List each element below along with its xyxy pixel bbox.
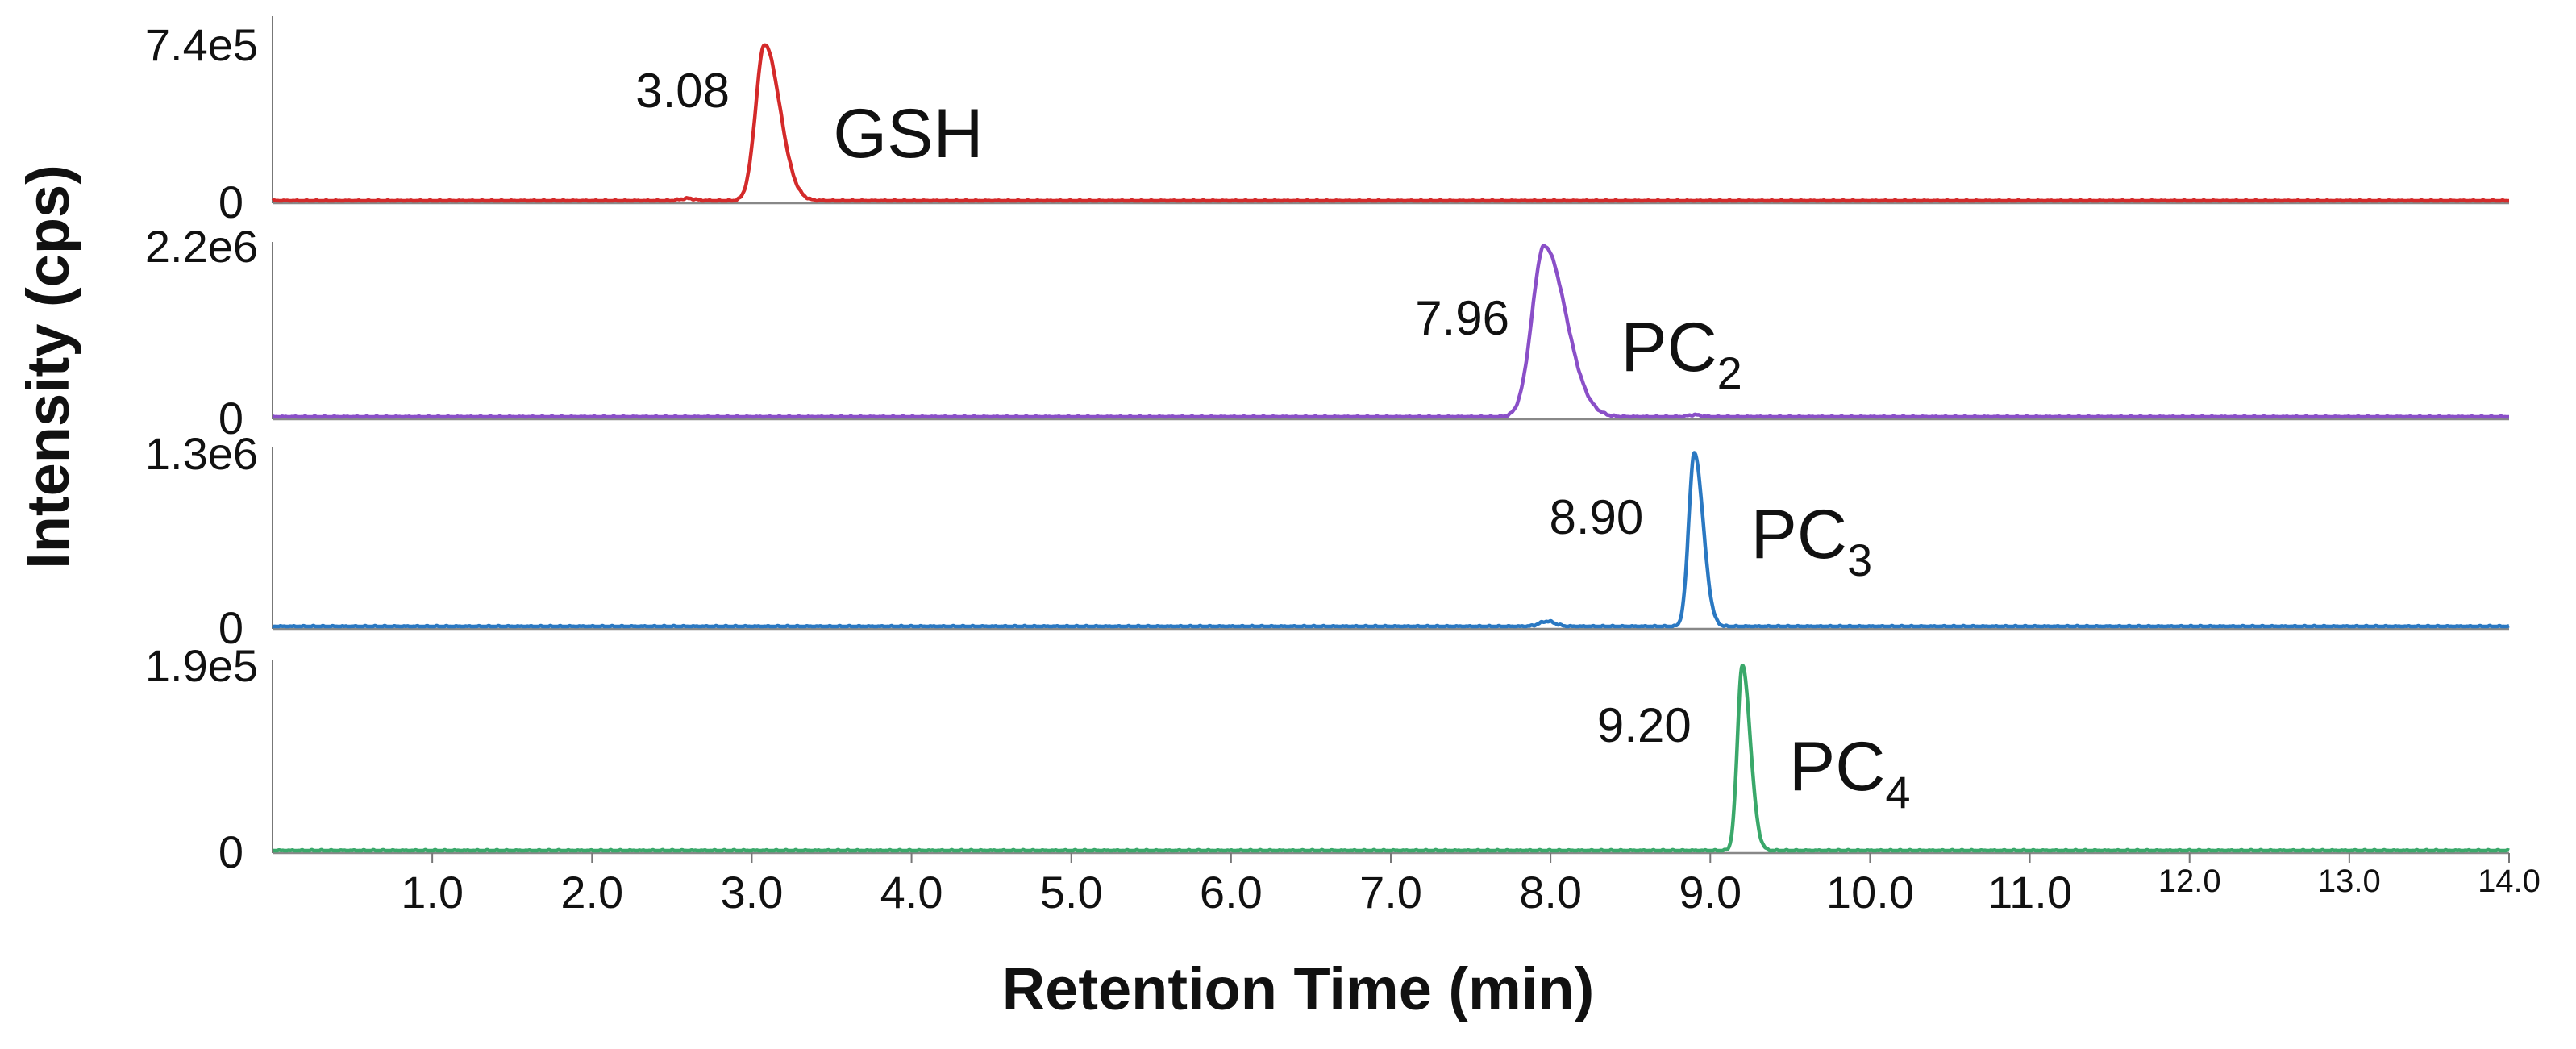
y-tick-label-zero: 0 [218, 602, 243, 653]
peak-retention-label: 7.96 [1415, 291, 1509, 345]
compound-name: PC [1750, 496, 1846, 573]
panel-2: 2.2e6 0 7.96 PC2 [145, 221, 2511, 443]
x-tick-label: 7.0 [1359, 867, 1422, 918]
chromatogram-trace [271, 664, 2511, 853]
x-tick-label: 5.0 [1040, 867, 1103, 918]
compound-label: PC2 [1621, 309, 1742, 398]
x-axis: 1.0 2.0 3.0 4.0 5.0 6.0 7.0 8.0 9.0 10.0 11.0 12.0 1… [401, 853, 2541, 918]
x-tick-label: 3.0 [720, 867, 783, 918]
x-tick-label: 6.0 [1200, 867, 1263, 918]
chromatogram-trace [271, 244, 2511, 419]
peak-retention-label: 3.08 [635, 64, 730, 118]
x-tick-label: 10.0 [1826, 867, 1914, 918]
x-tick-label: 4.0 [880, 867, 943, 918]
x-tick-label: 13.0 [2318, 864, 2381, 899]
x-tick-label: 2.0 [560, 867, 623, 918]
y-tick-label-max: 1.3e6 [145, 428, 258, 479]
x-tick-label: 11.0 [1987, 867, 2072, 918]
x-tick-label: 8.0 [1519, 867, 1582, 918]
compound-name: PC [1789, 728, 1885, 805]
x-tick-label: 9.0 [1679, 867, 1742, 918]
peak-retention-label: 8.90 [1549, 490, 1643, 544]
y-tick-label-max: 1.9e5 [145, 640, 258, 691]
compound-label: GSH [833, 95, 983, 173]
chromatogram-trace [271, 451, 2511, 629]
panel-4: 1.9e5 0 9.20 PC4 [145, 640, 2511, 877]
chromatogram-trace [271, 43, 2511, 203]
panel-1: 7.4e5 0 3.08 GSH [145, 16, 2511, 227]
x-tick-label: 12.0 [2158, 864, 2221, 899]
x-tick-label: 14.0 [2478, 864, 2541, 899]
y-tick-label-zero: 0 [218, 826, 243, 877]
x-axis-title: Retention Time (min) [1002, 955, 1595, 1022]
compound-subscript: 3 [1847, 535, 1872, 585]
y-tick-label-max: 2.2e6 [145, 221, 258, 272]
y-tick-label-zero: 0 [218, 393, 243, 443]
compound-name: PC [1621, 309, 1717, 386]
y-tick-label-zero: 0 [218, 177, 243, 227]
panel-3: 1.3e6 0 8.90 PC3 [145, 428, 2511, 653]
compound-name: GSH [833, 95, 983, 173]
compound-subscript: 2 [1717, 348, 1742, 398]
y-axis-title: Intensity (cps) [15, 164, 81, 569]
peak-retention-label: 9.20 [1597, 698, 1692, 752]
x-tick-label: 1.0 [401, 867, 464, 918]
y-tick-label-max: 7.4e5 [145, 19, 258, 70]
compound-label: PC4 [1789, 728, 1911, 818]
compound-subscript: 4 [1885, 767, 1910, 818]
compound-label: PC3 [1750, 496, 1872, 585]
